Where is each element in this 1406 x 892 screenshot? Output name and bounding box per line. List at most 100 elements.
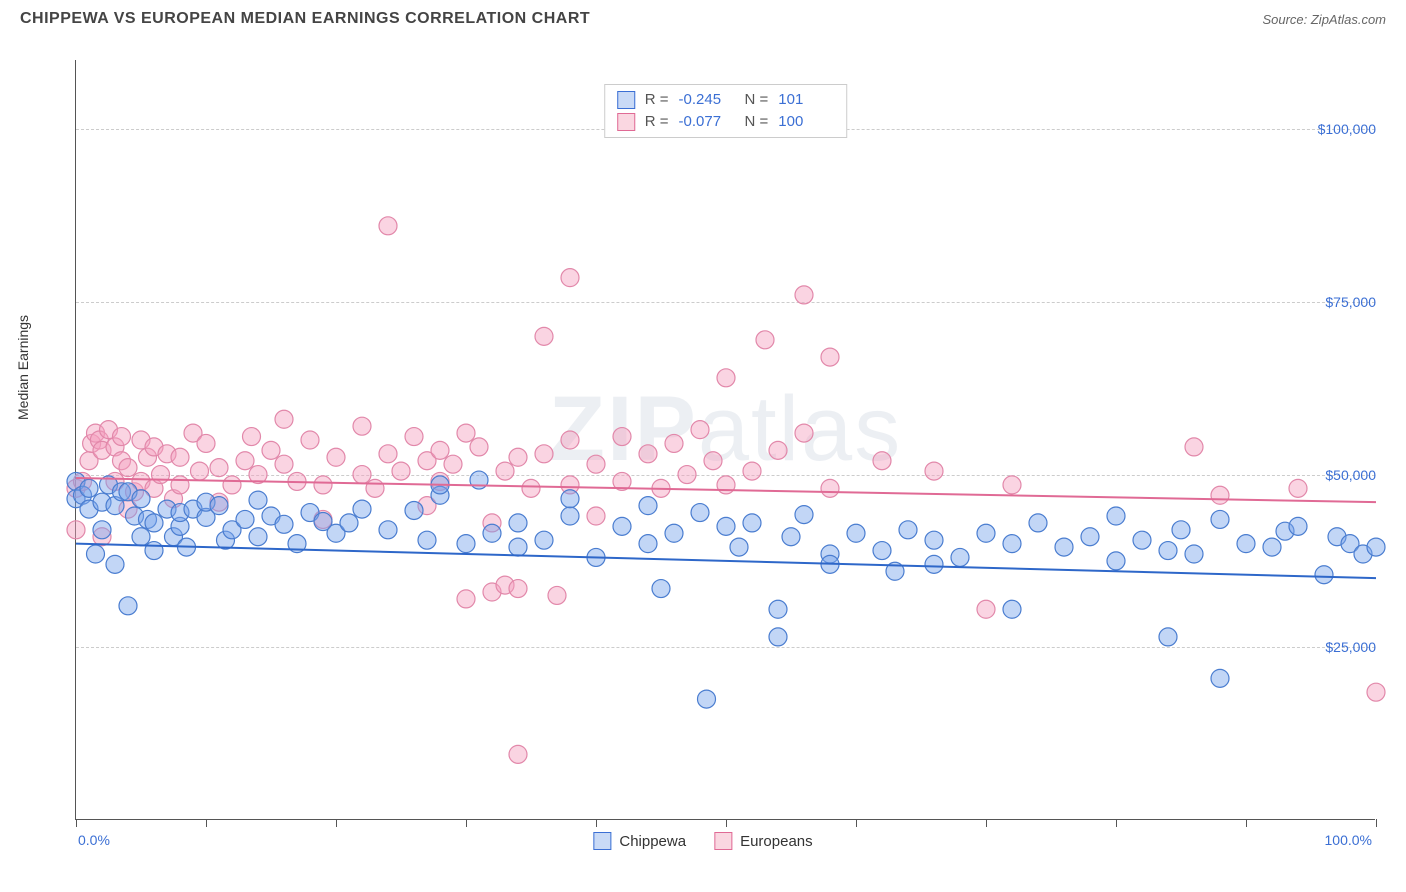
- point-pink: [821, 348, 839, 366]
- point-pink: [431, 441, 449, 459]
- point-pink: [262, 441, 280, 459]
- stats-row-pink: R = -0.077 N = 100: [617, 111, 835, 133]
- point-pink: [236, 452, 254, 470]
- point-blue: [847, 524, 865, 542]
- point-blue: [1237, 535, 1255, 553]
- point-blue: [977, 524, 995, 542]
- chart-container: Median Earnings ZIPatlas R = -0.245 N = …: [20, 40, 1386, 850]
- point-pink: [1185, 438, 1203, 456]
- point-pink: [873, 452, 891, 470]
- point-blue: [1315, 566, 1333, 584]
- point-blue: [405, 501, 423, 519]
- point-blue: [1107, 507, 1125, 525]
- point-blue: [275, 515, 293, 533]
- x-tick: [986, 819, 987, 827]
- stats-box: R = -0.245 N = 101 R = -0.077 N = 100: [604, 84, 848, 138]
- legend-label: Europeans: [740, 833, 813, 850]
- point-pink: [613, 428, 631, 446]
- point-blue: [353, 500, 371, 518]
- point-blue: [795, 506, 813, 524]
- point-blue: [145, 542, 163, 560]
- x-tick: [726, 819, 727, 827]
- point-pink: [717, 369, 735, 387]
- point-pink: [457, 424, 475, 442]
- stat-r-value: -0.245: [679, 89, 735, 111]
- stats-row-blue: R = -0.245 N = 101: [617, 89, 835, 111]
- point-pink: [1211, 486, 1229, 504]
- point-blue: [1159, 628, 1177, 646]
- trendline-blue: [76, 544, 1376, 579]
- y-tick-label: $100,000: [1318, 121, 1376, 137]
- point-pink: [756, 331, 774, 349]
- chart-title: CHIPPEWA VS EUROPEAN MEDIAN EARNINGS COR…: [20, 10, 590, 28]
- point-blue: [1003, 600, 1021, 618]
- legend-item-europeans: Europeans: [714, 832, 813, 850]
- point-blue: [1211, 669, 1229, 687]
- point-pink: [223, 476, 241, 494]
- point-pink: [1367, 683, 1385, 701]
- stat-r-label: R =: [645, 89, 669, 111]
- point-pink: [119, 459, 137, 477]
- point-blue: [743, 514, 761, 532]
- swatch-blue-icon: [617, 91, 635, 109]
- x-tick: [466, 819, 467, 827]
- point-pink: [587, 455, 605, 473]
- point-blue: [457, 535, 475, 553]
- point-pink: [639, 445, 657, 463]
- point-pink: [795, 286, 813, 304]
- point-blue: [899, 521, 917, 539]
- point-blue: [236, 510, 254, 528]
- point-pink: [113, 428, 131, 446]
- point-blue: [483, 524, 501, 542]
- stat-n-value: 101: [778, 89, 834, 111]
- point-blue: [1289, 517, 1307, 535]
- point-blue: [925, 531, 943, 549]
- point-blue: [1172, 521, 1190, 539]
- legend-item-chippewa: Chippewa: [593, 832, 686, 850]
- point-pink: [275, 455, 293, 473]
- point-blue: [873, 542, 891, 560]
- source-label: Source: ZipAtlas.com: [1262, 12, 1386, 27]
- point-pink: [717, 476, 735, 494]
- point-blue: [340, 514, 358, 532]
- point-blue: [80, 479, 98, 497]
- point-pink: [509, 448, 527, 466]
- point-pink: [678, 466, 696, 484]
- point-pink: [301, 431, 319, 449]
- point-pink: [1289, 479, 1307, 497]
- point-blue: [717, 517, 735, 535]
- point-blue: [639, 497, 657, 515]
- point-pink: [561, 269, 579, 287]
- point-pink: [379, 217, 397, 235]
- y-tick-label: $50,000: [1325, 467, 1376, 483]
- point-pink: [496, 462, 514, 480]
- point-blue: [132, 528, 150, 546]
- x-tick: [1376, 819, 1377, 827]
- point-pink: [691, 421, 709, 439]
- point-blue: [509, 538, 527, 556]
- point-blue: [1055, 538, 1073, 556]
- point-pink: [314, 476, 332, 494]
- point-pink: [171, 448, 189, 466]
- point-pink: [535, 445, 553, 463]
- point-pink: [405, 428, 423, 446]
- x-axis-max-label: 100.0%: [1325, 832, 1372, 848]
- point-pink: [795, 424, 813, 442]
- point-pink: [327, 448, 345, 466]
- point-pink: [509, 580, 527, 598]
- point-blue: [119, 597, 137, 615]
- point-pink: [152, 466, 170, 484]
- point-pink: [353, 466, 371, 484]
- point-pink: [821, 479, 839, 497]
- x-axis-min-label: 0.0%: [78, 832, 110, 848]
- point-blue: [418, 531, 436, 549]
- bottom-legend: Chippewa Europeans: [593, 832, 812, 850]
- y-tick-label: $75,000: [1325, 294, 1376, 310]
- point-blue: [106, 555, 124, 573]
- point-blue: [1133, 531, 1151, 549]
- point-pink: [67, 521, 85, 539]
- point-blue: [769, 600, 787, 618]
- point-blue: [561, 507, 579, 525]
- point-blue: [87, 545, 105, 563]
- point-pink: [470, 438, 488, 456]
